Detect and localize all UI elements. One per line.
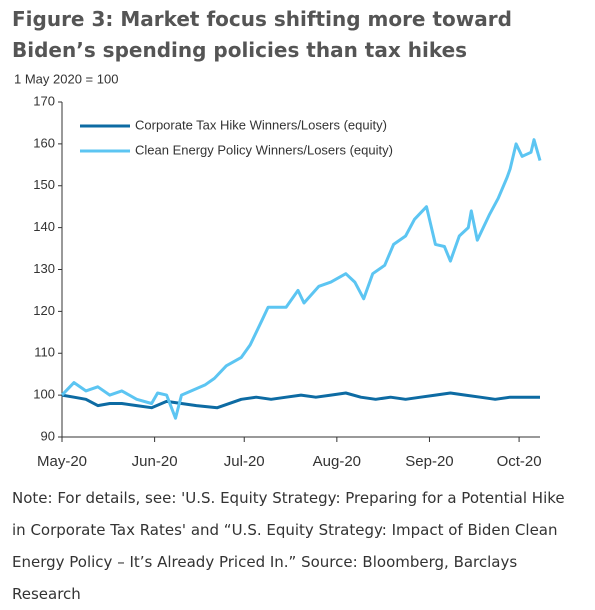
y-tick-label: 170 xyxy=(33,93,55,108)
y-tick-label: 140 xyxy=(33,219,55,234)
legend-label: Corporate Tax Hike Winners/Losers (equit… xyxy=(135,117,387,132)
subtitle: 1 May 2020 = 100 xyxy=(14,71,118,86)
y-tick-label: 90 xyxy=(41,428,55,443)
y-tick-label: 110 xyxy=(34,345,55,360)
y-tick-label: 150 xyxy=(33,177,55,192)
line-series xyxy=(61,391,540,410)
x-tick-label: Aug-20 xyxy=(313,453,361,470)
y-tick-label: 130 xyxy=(33,261,55,276)
note: Note: For details, see: 'U.S. Equity Str… xyxy=(12,489,565,603)
x-tick-label: Sep-20 xyxy=(405,453,453,470)
x-tick-label: May-20 xyxy=(37,453,87,470)
y-tick-label: 120 xyxy=(33,303,55,318)
x-tick-label: Jul-20 xyxy=(224,453,265,470)
y-tick-label: 160 xyxy=(33,135,55,150)
x-tick-label: Jun-20 xyxy=(132,453,178,470)
line-series xyxy=(60,138,542,420)
legend-label: Clean Energy Policy Winners/Losers (equi… xyxy=(135,142,393,157)
y-tick-label: 100 xyxy=(33,387,55,402)
chart: 1 May 2020 = 100 90 100 110 120 130 140 150 160… xyxy=(14,71,542,470)
x-tick-label: Oct-20 xyxy=(497,453,542,470)
chart-title: Figure 3: Market focus shifting more tow… xyxy=(12,7,512,62)
